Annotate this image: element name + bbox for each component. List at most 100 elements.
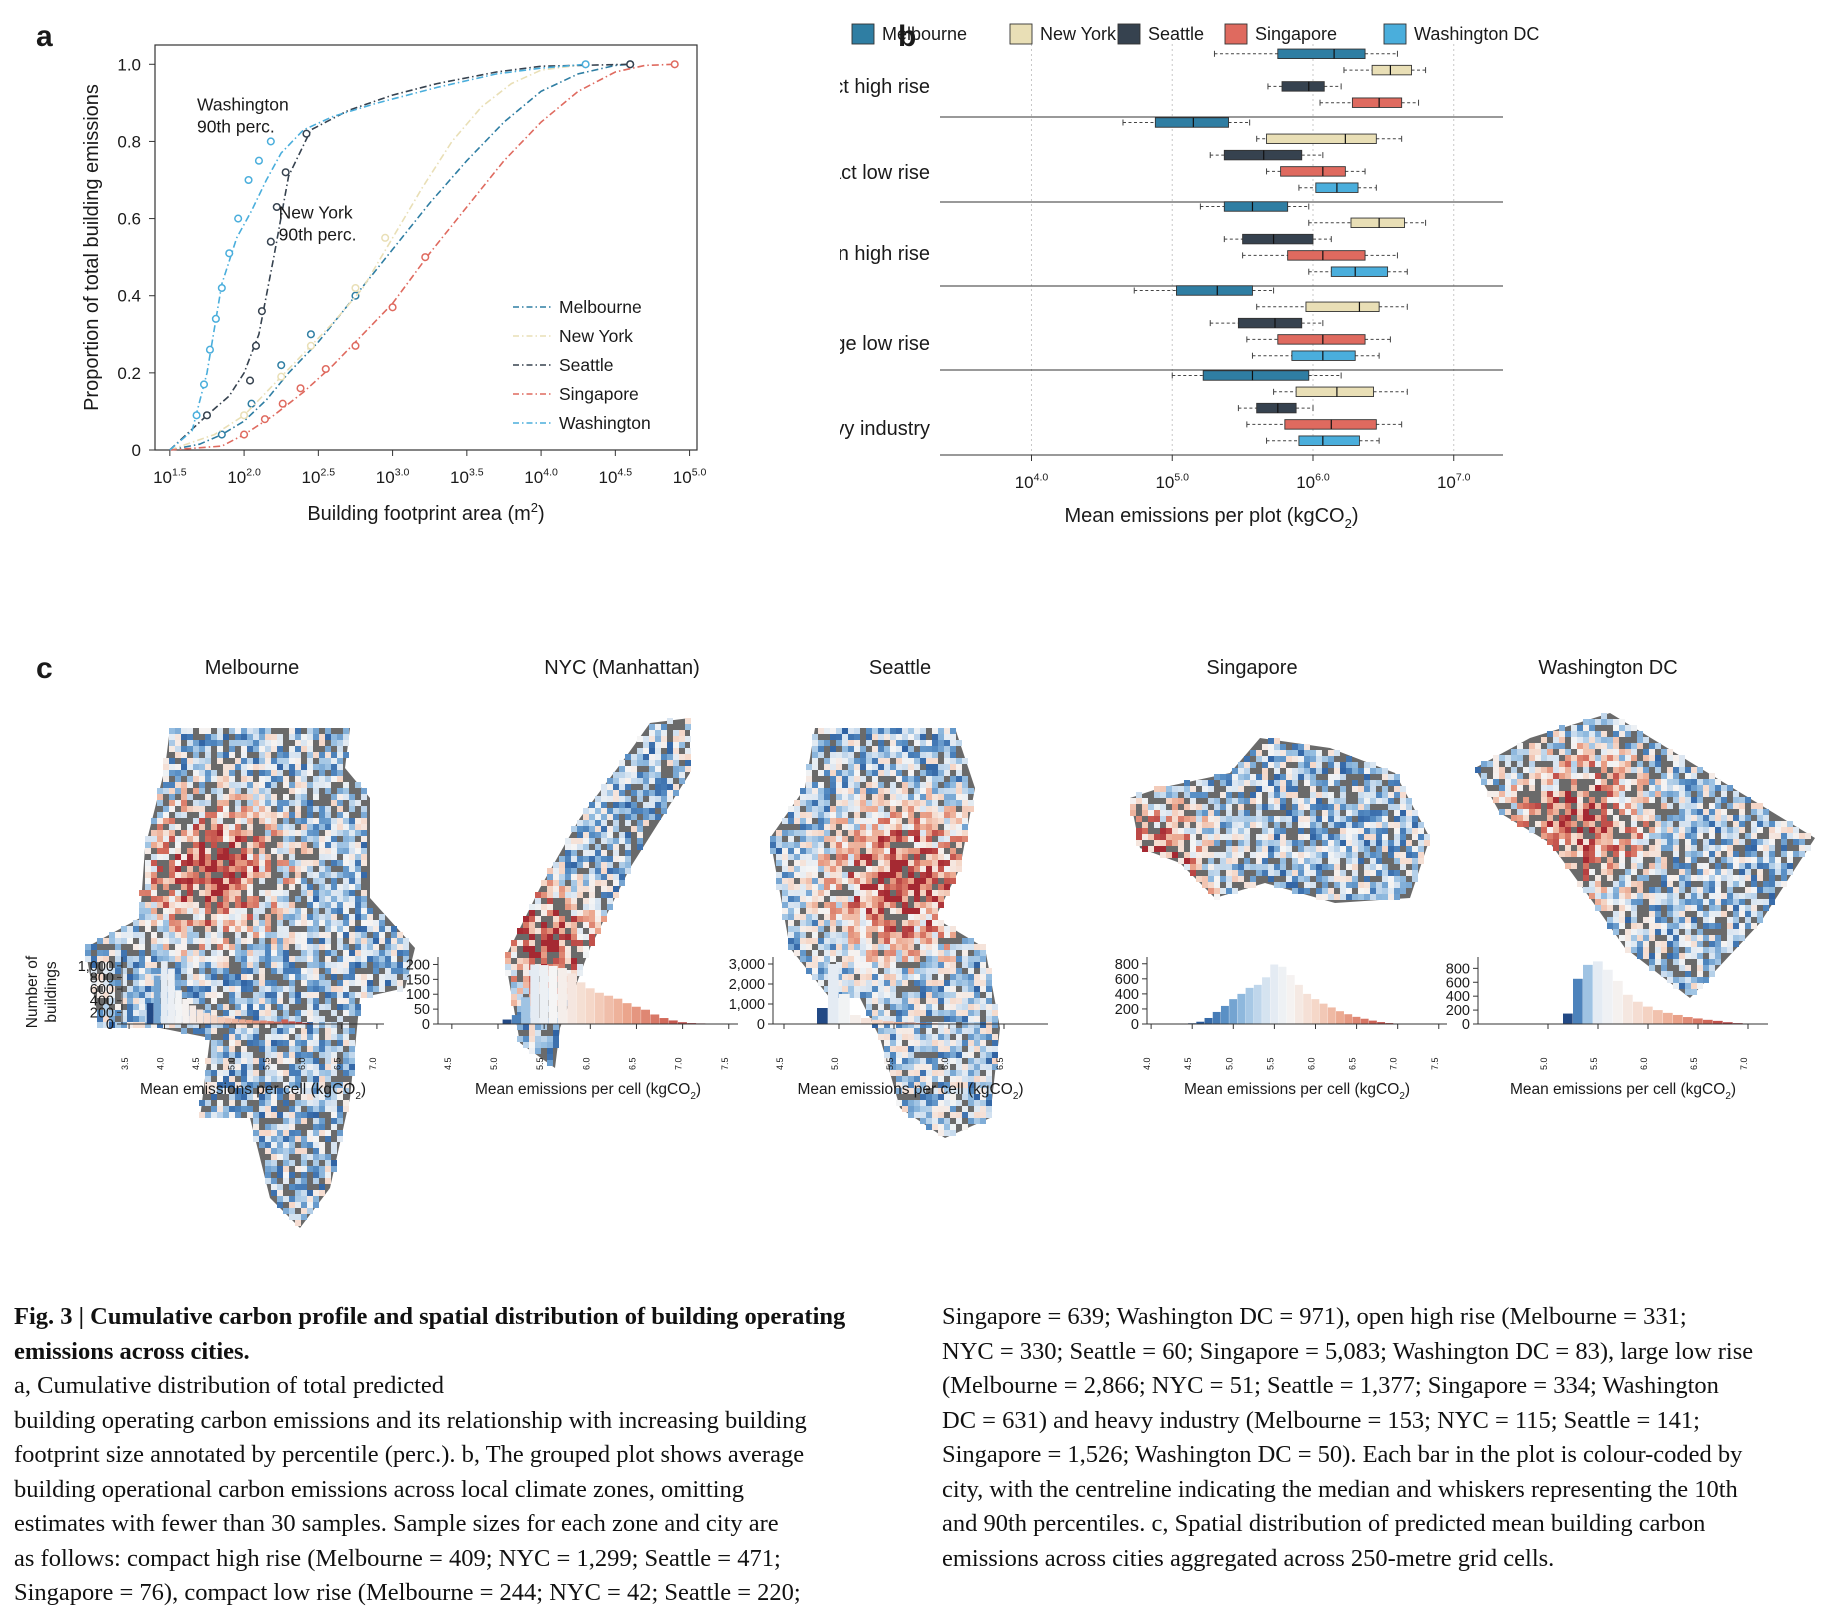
- map-cell: [1268, 756, 1274, 762]
- map-cell: [259, 944, 265, 950]
- map-cell: [301, 1154, 307, 1160]
- map-cell: [319, 818, 325, 824]
- map-cell: [980, 950, 986, 956]
- map-cell: [289, 1148, 295, 1154]
- map-cell: [926, 938, 932, 944]
- map-cell: [301, 974, 307, 980]
- map-cell: [860, 764, 866, 770]
- map-cell: [968, 1100, 974, 1106]
- map-cell: [589, 916, 595, 922]
- map-cell: [794, 914, 800, 920]
- map-cell: [157, 854, 163, 860]
- map-cell: [163, 944, 169, 950]
- map-cell: [529, 1048, 535, 1054]
- map-cell: [295, 1196, 301, 1202]
- series-marker-melbourne: [278, 362, 285, 369]
- map-cell: [1286, 816, 1292, 822]
- map-cell: [914, 896, 920, 902]
- map-cell: [926, 1004, 932, 1010]
- map-cell: [271, 956, 277, 962]
- map-cell: [1316, 798, 1322, 804]
- map-cell: [1268, 876, 1274, 882]
- map-cell: [205, 884, 211, 890]
- map-cell: [896, 932, 902, 938]
- map-cell: [1376, 858, 1382, 864]
- map-cell: [926, 1040, 932, 1046]
- map-cell: [277, 1154, 283, 1160]
- map-cell: [788, 938, 794, 944]
- map-cell: [1220, 888, 1226, 894]
- map-cell: [866, 902, 872, 908]
- map-cell: [860, 752, 866, 758]
- map-cell: [830, 842, 836, 848]
- map-cell: [229, 770, 235, 776]
- map-cell: [337, 920, 343, 926]
- map-cell: [806, 842, 812, 848]
- map-cell: [968, 1070, 974, 1076]
- map-cell: [968, 1034, 974, 1040]
- map-cell: [241, 1106, 247, 1112]
- map-cell: [1370, 888, 1376, 894]
- map-cell: [223, 764, 229, 770]
- map-cell: [908, 728, 914, 734]
- map-cell: [884, 842, 890, 848]
- map-cell: [884, 938, 890, 944]
- map-cell: [571, 826, 577, 832]
- map-cell: [938, 926, 944, 932]
- map-cell: [355, 962, 361, 968]
- map-cell: [854, 902, 860, 908]
- map-title-1: NYC (Manhattan): [544, 657, 700, 679]
- map-cell: [926, 926, 932, 932]
- map-cell: [277, 890, 283, 896]
- map-cell: [788, 848, 794, 854]
- map-cell: [283, 1070, 289, 1076]
- map-cell: [896, 974, 902, 980]
- map-cell: [848, 830, 854, 836]
- map-cell: [343, 956, 349, 962]
- map-cell: [277, 926, 283, 932]
- map-cell: [806, 794, 812, 800]
- map-cell: [1160, 846, 1166, 852]
- map-cell: [313, 956, 319, 962]
- map-cell: [607, 808, 613, 814]
- map-cell: [247, 974, 253, 980]
- map-cell: [229, 914, 235, 920]
- map-cell: [343, 812, 349, 818]
- map-cell: [1310, 846, 1316, 852]
- map-cell: [121, 926, 127, 932]
- map-cell: [649, 754, 655, 760]
- map-cell: [950, 1022, 956, 1028]
- map-cell: [932, 896, 938, 902]
- map-cell: [806, 878, 812, 884]
- map-cell: [908, 758, 914, 764]
- series-marker-singapore: [241, 431, 248, 438]
- map-cell: [1340, 852, 1346, 858]
- map-cell: [343, 728, 349, 734]
- map-cell: [313, 824, 319, 830]
- map-cell: [355, 848, 361, 854]
- map-cell: [944, 1106, 950, 1112]
- panel-a-y-tick-label: 0.8: [117, 132, 141, 151]
- map-cell: [229, 896, 235, 902]
- map-cell: [193, 980, 199, 986]
- map-cell: [860, 944, 866, 950]
- map-cell: [950, 764, 956, 770]
- map-cell: [307, 1046, 313, 1052]
- map-cell: [163, 956, 169, 962]
- map-cell: [223, 836, 229, 842]
- map-cell: [1424, 834, 1430, 840]
- map-cell: [319, 1106, 325, 1112]
- map-cell: [1262, 774, 1268, 780]
- map-cell: [193, 758, 199, 764]
- map-cell: [1376, 834, 1382, 840]
- map-cell: [896, 836, 902, 842]
- map-cell: [193, 764, 199, 770]
- map-cell: [667, 790, 673, 796]
- map-cell: [301, 800, 307, 806]
- map-cell: [854, 980, 860, 986]
- map-cell: [211, 1010, 217, 1016]
- map-cell: [343, 818, 349, 824]
- map-cell: [878, 794, 884, 800]
- map-cell: [331, 1142, 337, 1148]
- map-cell: [914, 1058, 920, 1064]
